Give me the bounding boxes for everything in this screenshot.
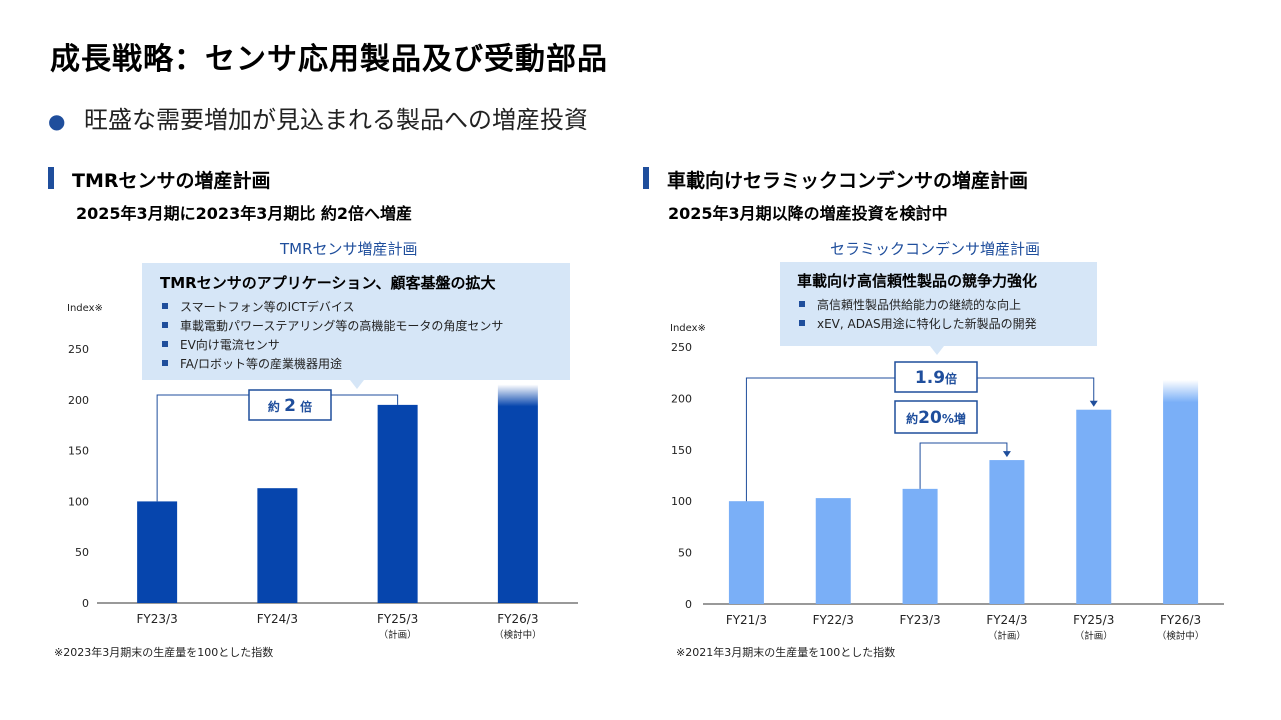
left-callout-pointer	[350, 380, 364, 389]
x-tick-label: FY22/3	[813, 613, 854, 627]
annotation-text: 約20%増	[906, 408, 966, 428]
y-tick-label: 50	[678, 547, 692, 560]
y-tick-label: 100	[68, 495, 89, 508]
y-tick-label: 0	[82, 597, 89, 610]
bullet-text: 旺盛な需要増加が見込まれる製品への増産投資	[84, 106, 588, 134]
bullet-dot-icon: ●	[48, 109, 66, 133]
arrow-head-icon	[1089, 400, 1098, 407]
x-tick-sublabel: （計画）	[379, 629, 417, 641]
y-tick-label: 150	[671, 444, 692, 457]
left-callout-item: EV向け電流センサ	[160, 336, 570, 355]
annotation-text: 1.9倍	[915, 368, 957, 388]
left-callout-item: 車載電動パワーステアリング等の高機能モータの角度センサ	[160, 317, 570, 336]
y-tick-label: 250	[68, 343, 89, 356]
right-footnote: ※2021年3月期末の生産量を100とした指数	[676, 646, 896, 659]
x-tick-label: FY23/3	[137, 612, 178, 626]
annotation-prefix: 約	[268, 399, 284, 414]
right-callout-pointer	[930, 346, 944, 355]
bar	[137, 501, 178, 603]
square-bullet-icon	[162, 360, 168, 366]
y-tick-label: 250	[671, 341, 692, 354]
right-callout: 車載向け高信頼性製品の競争力強化 高信頼性製品供給能力の継続的な向上 xEV, …	[780, 262, 1097, 346]
x-tick-sublabel: （計画）	[988, 630, 1026, 642]
right-subheading: 2025年3月期以降の増産投資を検討中	[668, 204, 948, 223]
left-heading-marker	[48, 167, 54, 189]
left-callout-title: TMRセンサのアプリケーション、顧客基盤の拡大	[160, 274, 496, 292]
bullet-point: ● 旺盛な需要増加が見込まれる製品への増産投資	[48, 100, 588, 135]
y-tick-label: 100	[671, 495, 692, 508]
right-chart-title: セラミックコンデンサ増産計画	[830, 240, 1041, 258]
x-tick-sublabel: （検討中）	[1157, 630, 1205, 642]
x-tick-label: FY24/3	[257, 612, 298, 626]
x-tick-label: FY21/3	[726, 613, 767, 627]
annotation-value: 1.9	[915, 368, 945, 388]
annotation-prefix: 約	[906, 411, 918, 426]
annotation-box	[894, 361, 978, 393]
left-callout-item: FA/ロボット等の産業機器用途	[160, 355, 570, 374]
square-bullet-icon	[162, 303, 168, 309]
left-callout: TMRセンサのアプリケーション、顧客基盤の拡大 スマートフォン等のICTデバイス…	[142, 263, 570, 380]
square-bullet-icon	[162, 322, 168, 328]
left-chart-title: TMRセンサ増産計画	[280, 240, 418, 258]
annotation-suffix: 倍	[296, 399, 312, 414]
y-axis-label: Index※	[67, 303, 103, 314]
left-subheading: 2025年3月期に2023年3月期比 約2倍へ増産	[76, 204, 413, 223]
right-heading-marker	[643, 167, 649, 189]
bar	[257, 488, 298, 603]
bar	[497, 384, 538, 603]
x-tick-label: FY24/3	[986, 613, 1027, 627]
x-tick-sublabel: （検討中）	[494, 629, 542, 641]
x-tick-sublabel: （計画）	[1075, 630, 1113, 642]
bar	[815, 498, 851, 604]
bar	[377, 404, 418, 603]
bar	[1076, 409, 1112, 604]
left-footnote: ※2023年3月期末の生産量を100とした指数	[54, 646, 274, 659]
y-tick-label: 50	[75, 546, 89, 559]
square-bullet-icon	[799, 301, 805, 307]
x-tick-label: FY23/3	[899, 613, 940, 627]
x-tick-label: FY25/3	[377, 612, 418, 626]
annotation-box	[248, 389, 332, 421]
annotation-suffix: %増	[942, 411, 966, 426]
bar	[989, 460, 1025, 604]
right-heading: 車載向けセラミックコンデンサの増産計画	[667, 170, 1029, 192]
arrow-head-icon	[1002, 451, 1011, 458]
y-tick-label: 200	[671, 392, 692, 405]
annotation-box	[894, 400, 978, 434]
left-heading: TMRセンサの増産計画	[72, 170, 271, 192]
bar	[1163, 379, 1199, 604]
bar	[728, 501, 764, 604]
slide-title: 成長戦略：センサ応用製品及び受動部品	[50, 42, 608, 77]
annotation-value: 20	[918, 408, 942, 428]
square-bullet-icon	[799, 320, 805, 326]
x-tick-label: FY25/3	[1073, 613, 1114, 627]
right-callout-item: xEV, ADAS用途に特化した新製品の開発	[797, 315, 1097, 334]
y-axis-label: Index※	[670, 323, 706, 334]
x-tick-label: FY26/3	[497, 612, 538, 626]
right-callout-title: 車載向け高信頼性製品の競争力強化	[797, 272, 1038, 290]
y-tick-label: 150	[68, 445, 89, 458]
left-callout-item: スマートフォン等のICTデバイス	[160, 298, 570, 317]
annotation-value: 2	[284, 396, 296, 416]
annotation-suffix: 倍	[945, 371, 957, 386]
x-tick-label: FY26/3	[1160, 613, 1201, 627]
square-bullet-icon	[162, 341, 168, 347]
bracket-line	[919, 442, 1008, 489]
y-tick-label: 200	[68, 394, 89, 407]
y-tick-label: 0	[685, 598, 692, 611]
annotation-text: 約 2 倍	[268, 396, 312, 416]
bar	[902, 488, 938, 604]
right-callout-item: 高信頼性製品供給能力の継続的な向上	[797, 296, 1097, 315]
